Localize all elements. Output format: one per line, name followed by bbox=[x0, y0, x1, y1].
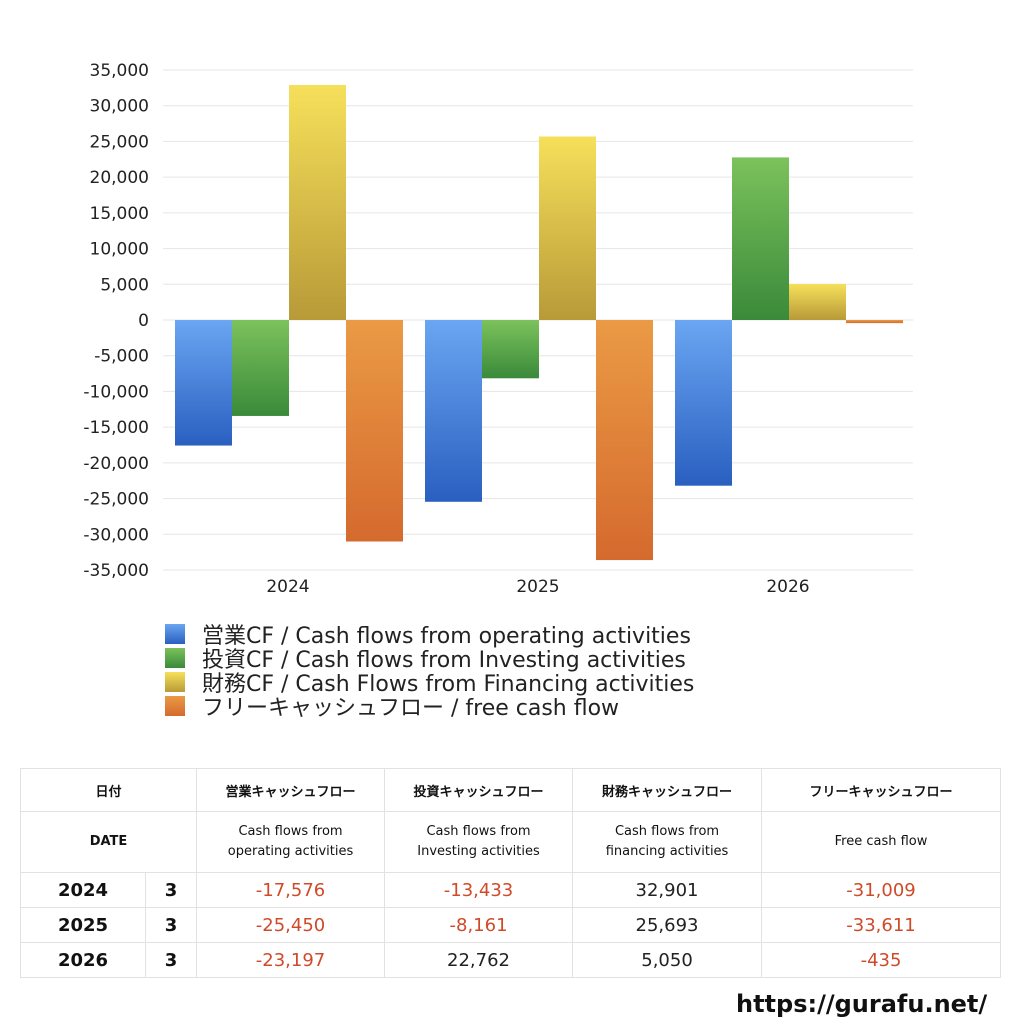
cell-operating: -17,576 bbox=[196, 872, 386, 908]
bar-2026-0 bbox=[675, 320, 732, 486]
cell-operating: -25,450 bbox=[196, 907, 386, 943]
bar-2025-3 bbox=[596, 320, 653, 561]
cell-free-cash-flow: -435 bbox=[761, 942, 1002, 978]
row-month: 3 bbox=[144, 942, 198, 978]
legend-swatch-free-cash-flow bbox=[165, 696, 185, 716]
row-year: 2026 bbox=[20, 942, 146, 978]
legend-swatch-financing bbox=[165, 672, 185, 692]
bar-2024-3 bbox=[346, 320, 403, 542]
cash-flow-table: 日付 営業キャッシュフロー 投資キャッシュフロー 財務キャッシュフロー フリーキ… bbox=[19, 768, 1002, 978]
y-tick-label: 10,000 bbox=[90, 240, 149, 260]
cell-investing: -8,161 bbox=[384, 907, 574, 943]
cell-free-cash-flow: -33,611 bbox=[761, 907, 1002, 943]
table-row: 2024 3 -17,576 -13,433 32,901 -31,009 bbox=[20, 872, 1002, 908]
y-tick-label: 20,000 bbox=[90, 168, 149, 188]
cash-flow-bar-chart: -35,000 -30,000 -25,000 -20,000 -15,000 -10,0… bbox=[83, 61, 913, 597]
cell-investing: -13,433 bbox=[384, 872, 574, 908]
cell-free-cash-flow: -31,009 bbox=[761, 872, 1002, 908]
y-tick-label: -35,000 bbox=[83, 561, 149, 581]
header-date-jp: 日付 bbox=[19, 768, 198, 812]
legend-item-financing: 財務CF / Cash Flows from Financing activit… bbox=[165, 670, 694, 697]
bar-2024-2 bbox=[289, 84, 346, 320]
bar-2026-1 bbox=[732, 157, 789, 320]
legend-swatch-investing bbox=[165, 648, 185, 668]
subheader-date: DATE bbox=[19, 811, 198, 873]
header-investing-jp: 投資キャッシュフロー bbox=[384, 768, 574, 812]
table-header-row: 日付 営業キャッシュフロー 投資キャッシュフロー 財務キャッシュフロー フリーキ… bbox=[19, 768, 1002, 812]
header-operating-jp: 営業キャッシュフロー bbox=[196, 768, 386, 812]
y-tick-label: -5,000 bbox=[94, 347, 149, 367]
y-tick-label: -30,000 bbox=[83, 525, 149, 545]
bar-2024-1 bbox=[232, 320, 289, 416]
y-tick-label: -20,000 bbox=[83, 454, 149, 474]
legend-label-financing: 財務CF / Cash Flows from Financing activit… bbox=[202, 672, 695, 697]
row-year: 2024 bbox=[20, 872, 146, 908]
y-axis-ticks: -35,000 -30,000 -25,000 -20,000 -15,000 -10,0… bbox=[83, 61, 149, 581]
y-tick-label: -25,000 bbox=[83, 490, 149, 510]
cell-operating: -23,197 bbox=[196, 942, 386, 978]
bar-2025-1 bbox=[482, 320, 539, 379]
cell-financing: 32,901 bbox=[572, 872, 763, 908]
chart-bars bbox=[175, 84, 903, 561]
y-tick-label: 5,000 bbox=[100, 275, 149, 295]
bar-2025-0 bbox=[425, 320, 482, 502]
x-tick-label: 2026 bbox=[766, 577, 809, 597]
bar-2024-0 bbox=[175, 320, 232, 446]
table-subheader-row: DATE Cash flows from operating activities… bbox=[19, 811, 1002, 873]
legend-label-operating: 営業CF / Cash flows from operating activit… bbox=[202, 624, 691, 649]
y-tick-label: 0 bbox=[138, 311, 149, 331]
row-month: 3 bbox=[144, 872, 198, 908]
legend-swatch-operating bbox=[165, 624, 185, 644]
legend-label-investing: 投資CF / Cash flows from Investing activit… bbox=[202, 648, 686, 673]
bar-2025-2 bbox=[539, 136, 596, 320]
y-tick-label: -15,000 bbox=[83, 418, 149, 438]
bar-2026-3 bbox=[846, 320, 903, 324]
cell-financing: 5,050 bbox=[572, 942, 763, 978]
cell-financing: 25,693 bbox=[572, 907, 763, 943]
row-year: 2025 bbox=[20, 907, 146, 943]
y-tick-label: 15,000 bbox=[90, 204, 149, 224]
row-month: 3 bbox=[144, 907, 198, 943]
y-tick-label: 25,000 bbox=[90, 132, 149, 152]
legend-item-free-cash-flow: フリーキャッシュフロー / free cash flow bbox=[165, 694, 694, 721]
x-tick-label: 2025 bbox=[516, 577, 559, 597]
x-tick-label: 2024 bbox=[266, 577, 309, 597]
bar-2026-2 bbox=[789, 283, 846, 320]
subheader-free-cash-flow: Free cash flow bbox=[761, 811, 1002, 873]
chart-legend: 営業CF / Cash flows from operating activit… bbox=[165, 622, 694, 721]
legend-item-investing: 投資CF / Cash flows from Investing activit… bbox=[165, 646, 694, 673]
subheader-financing: Cash flows from financing activities bbox=[572, 811, 763, 873]
cell-investing: 22,762 bbox=[384, 942, 574, 978]
table-row: 2025 3 -25,450 -8,161 25,693 -33,611 bbox=[20, 907, 1002, 943]
legend-item-operating: 営業CF / Cash flows from operating activit… bbox=[165, 622, 694, 649]
header-financing-jp: 財務キャッシュフロー bbox=[572, 768, 763, 812]
y-tick-label: -10,000 bbox=[83, 382, 149, 402]
y-tick-label: 30,000 bbox=[90, 97, 149, 117]
legend-label-free-cash-flow: フリーキャッシュフロー / free cash flow bbox=[202, 696, 620, 721]
x-axis-ticks: 2024 2025 2026 bbox=[266, 577, 809, 597]
subheader-investing: Cash flows from Investing activities bbox=[384, 811, 574, 873]
site-url: https://gurafu.net/ bbox=[736, 990, 988, 1018]
subheader-operating: Cash flows from operating activities bbox=[196, 811, 386, 873]
y-tick-label: 35,000 bbox=[90, 61, 149, 81]
table-row: 2026 3 -23,197 22,762 5,050 -435 bbox=[20, 942, 1002, 978]
header-free-cash-flow-jp: フリーキャッシュフロー bbox=[761, 768, 1002, 812]
